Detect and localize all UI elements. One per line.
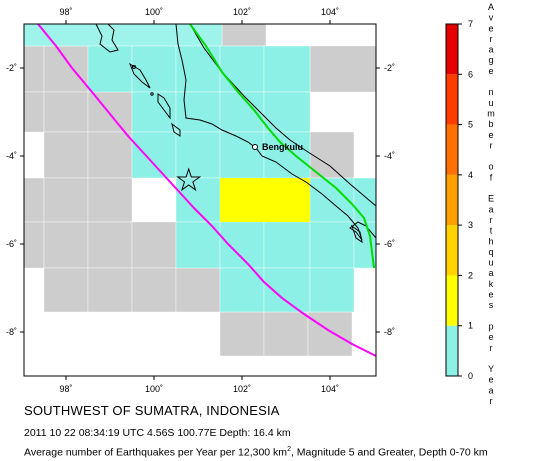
colorbar-title-letter: r <box>490 140 493 150</box>
colorbar-title-letter: q <box>488 247 493 257</box>
y-tick-right-4: -4˚ <box>384 151 395 161</box>
colorbar-title-letter: e <box>488 130 493 140</box>
island-sipora <box>157 93 171 120</box>
colorbar-segment <box>446 24 458 75</box>
colorbar-segment <box>446 275 458 326</box>
x-tick-bottom-98: 98˚ <box>59 384 72 394</box>
x-tick-top-98: 98˚ <box>59 7 72 17</box>
city-marker <box>252 144 258 150</box>
colorbar-title-letter: r <box>490 343 493 353</box>
colorbar-title-letter: b <box>488 119 493 129</box>
colorbar-segment <box>446 74 458 125</box>
colorbar-title-letter: v <box>489 13 494 23</box>
y-tick-right-2: -2˚ <box>384 63 395 73</box>
colorbar-title-letter: o <box>488 162 493 172</box>
colorbar-title-letter: f <box>490 172 493 182</box>
colorbar-title-letter: e <box>488 332 493 342</box>
colorbar-tick-label: 3 <box>468 220 473 230</box>
colorbar-segment <box>446 325 458 376</box>
page-title: SOUTHWEST OF SUMATRA, INDONESIA <box>24 403 280 418</box>
colorbar-title-letter: A <box>488 2 494 12</box>
colorbar-title-letter: s <box>489 300 494 310</box>
high-rate-cell <box>220 178 310 222</box>
caption-superscript: 2 <box>287 446 291 453</box>
colorbar-title-letter: m <box>487 108 495 118</box>
colorbar-title-letter: Y <box>488 364 494 374</box>
colorbar-title-letter: t <box>490 226 493 236</box>
x-tick-bottom-102: 102˚ <box>233 384 251 394</box>
y-tick-left-8: -8˚ <box>6 327 17 337</box>
colorbar-title-letter: e <box>488 23 493 33</box>
colorbar-tick-label: 1 <box>468 321 473 331</box>
island-pagai <box>171 122 181 137</box>
colorbar-segment <box>446 124 458 175</box>
colorbar-title-letter: n <box>488 87 493 97</box>
x-tick-bottom-104: 104˚ <box>321 384 339 394</box>
island-nias <box>95 24 119 53</box>
colorbar-title-letter: p <box>488 321 493 331</box>
colorbar-title-letter: u <box>488 258 493 268</box>
colorbar-title-letter: a <box>488 268 493 278</box>
sumatra-coast <box>175 24 376 241</box>
colorbar-title-letter: u <box>488 98 493 108</box>
colorbar-tick-label: 0 <box>468 371 473 381</box>
colorbar-title-letter: e <box>488 375 493 385</box>
grid-cells <box>24 24 376 357</box>
y-tick-left-4: -4˚ <box>6 151 17 161</box>
colorbar-tick-label: 5 <box>468 120 473 130</box>
x-tick-top-102: 102˚ <box>233 7 251 17</box>
y-tick-left-6: -6˚ <box>6 239 17 249</box>
colorbar: 0 1 2 3 4 5 6 7 <box>445 19 473 381</box>
colorbar-title-letter: h <box>488 236 493 246</box>
caption-text: Average number of Earthquakes per Year p… <box>24 446 288 459</box>
colorbar-tick-label: 4 <box>468 170 473 180</box>
map-frame <box>23 23 377 377</box>
caption-text-end: , Magnitude 5 and Greater, Depth 0-70 km <box>290 446 488 459</box>
colorbar-title-letter: k <box>489 279 494 289</box>
colorbar-segment <box>446 174 458 226</box>
colorbar-title-letter: e <box>488 66 493 76</box>
colorbar-title-letter: E <box>488 194 494 204</box>
colorbar-title-letter: r <box>490 34 493 44</box>
colorbar-title-letter: g <box>488 55 493 65</box>
colorbar-tick-label: 2 <box>468 270 473 280</box>
colorbar-title-letter: a <box>488 385 493 395</box>
x-tick-top-104: 104˚ <box>321 7 339 17</box>
colorbar-title-letter: r <box>490 396 493 406</box>
colorbar-title: Average number of Earthquakes per Year <box>487 2 495 406</box>
colorbar-frame <box>445 23 459 377</box>
epicenter-star-icon <box>176 167 202 192</box>
island-enggano <box>351 224 363 244</box>
city-label: Bengkulu <box>262 142 303 152</box>
subduction-trench <box>37 24 376 357</box>
colorbar-title-letter: a <box>488 204 493 214</box>
tick-marks <box>20 20 380 380</box>
colorbar-segment <box>446 225 458 276</box>
colorbar-title-letter: e <box>488 290 493 300</box>
sumatran-fault <box>189 24 375 269</box>
colorbar-tick-label: 6 <box>468 69 473 79</box>
colorbar-tick-label: 7 <box>468 19 473 29</box>
colorbar-title-letter: a <box>488 45 493 55</box>
x-tick-bottom-100: 100˚ <box>145 384 163 394</box>
y-tick-right-6: -6˚ <box>384 239 395 249</box>
y-tick-left-2: -2˚ <box>6 63 17 73</box>
caption: Average number of Earthquakes per Year p… <box>24 446 488 459</box>
x-tick-top-100: 100˚ <box>145 7 163 17</box>
island-siberut <box>128 62 151 89</box>
colorbar-title-letter: r <box>490 215 493 225</box>
y-tick-right-8: -8˚ <box>384 327 395 337</box>
event-details: 2011 10 22 08:34:19 UTC 4.56S 100.77E De… <box>24 427 291 439</box>
